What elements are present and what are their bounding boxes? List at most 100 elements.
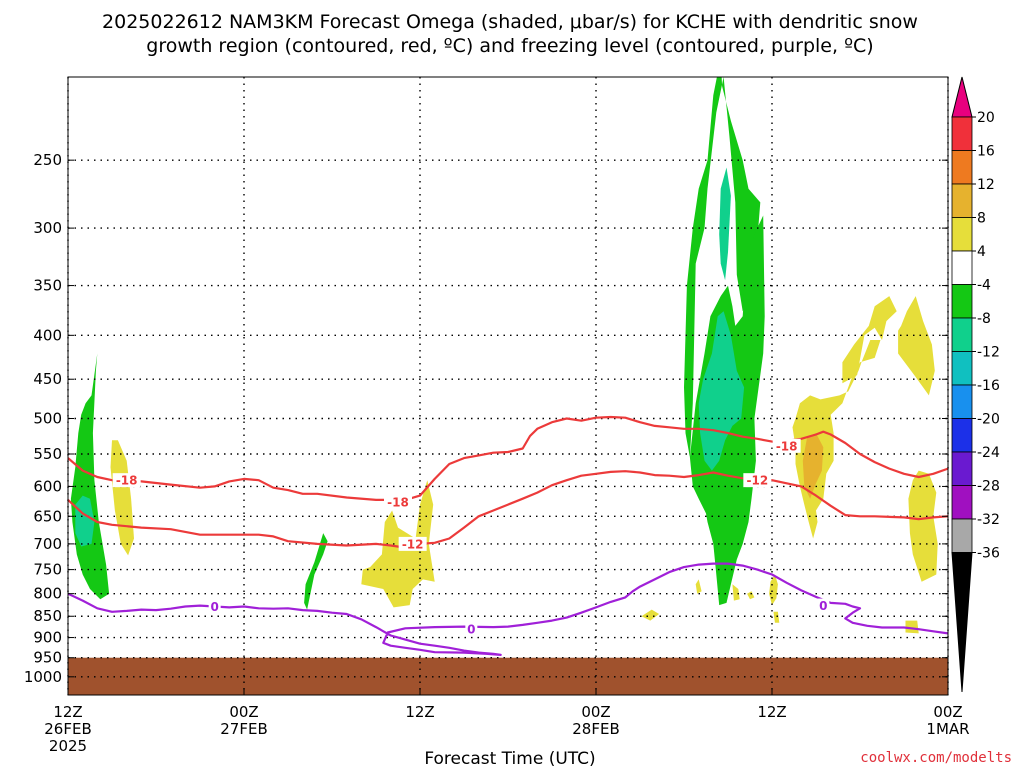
y-tick-label-800: 800 bbox=[33, 585, 62, 603]
contour-label--18-2: -18 bbox=[776, 439, 798, 453]
omega-region-5 bbox=[641, 609, 660, 621]
y-tick-label-550: 550 bbox=[33, 445, 62, 463]
omega-region-19 bbox=[908, 470, 938, 582]
chart-title-line-2: growth region (contoured, red, ºC) and f… bbox=[146, 35, 873, 57]
plot-background bbox=[68, 77, 948, 695]
contour-line-0 bbox=[68, 562, 948, 656]
colorbar-box-8 bbox=[951, 384, 973, 419]
colorbar-label-12: -32 bbox=[977, 512, 1000, 528]
y-tick-label-950: 950 bbox=[33, 649, 62, 667]
x-tick-label-0-2: 2025 bbox=[49, 737, 87, 755]
colorbar-box-11 bbox=[951, 485, 973, 520]
colorbar-box-12 bbox=[951, 518, 973, 553]
y-tick-label-1000: 1000 bbox=[24, 668, 62, 686]
colorbar-box-9 bbox=[951, 418, 973, 453]
omega-region-20 bbox=[905, 620, 919, 634]
omega-region-3 bbox=[304, 533, 328, 610]
colorbar-box-0 bbox=[951, 116, 973, 151]
contour-label-bg--18-2 bbox=[772, 438, 801, 453]
colorbar-label-7: -12 bbox=[977, 345, 1000, 361]
x-tick-label-0-0: 12Z bbox=[53, 703, 82, 721]
contour-label-bg--12-0 bbox=[398, 536, 427, 551]
y-tick-label-300: 300 bbox=[33, 219, 62, 237]
colorbar-label-8: -16 bbox=[977, 378, 1000, 394]
colorbar-label-0: 20 bbox=[977, 110, 995, 126]
contour-line--18 bbox=[68, 415, 948, 501]
omega-region-6 bbox=[684, 77, 761, 458]
contour-label--12-1: -12 bbox=[746, 474, 768, 488]
contour-label--18-0: -18 bbox=[116, 474, 138, 488]
x-tick-label-36-0: 00Z bbox=[581, 703, 610, 721]
omega-region-4 bbox=[361, 480, 435, 608]
omega-region-18 bbox=[898, 296, 935, 396]
y-tick-label-250: 250 bbox=[33, 151, 62, 169]
x-tick-label-48-0: 12Z bbox=[757, 703, 786, 721]
plot-frame bbox=[67, 76, 949, 696]
colorbar-box-1 bbox=[951, 150, 973, 185]
x-tick-label-36-1: 28FEB bbox=[572, 720, 619, 738]
colorbar-label-10: -24 bbox=[977, 445, 1000, 461]
y-tick-label-450: 450 bbox=[33, 370, 62, 388]
colorbar-label-3: 8 bbox=[977, 211, 986, 227]
contour-label-0-1: 0 bbox=[467, 623, 475, 637]
y-tick-label-750: 750 bbox=[33, 561, 62, 579]
y-tick-label-900: 900 bbox=[33, 629, 62, 647]
contour-label-bg--12-1 bbox=[743, 473, 772, 488]
colorbar-label-6: -8 bbox=[977, 311, 991, 327]
colorbar-box-5 bbox=[951, 284, 973, 319]
contour-label-0-2: 0 bbox=[819, 599, 827, 613]
y-axis: 250 300 350 400 450 500 550 600 650 700 750 800 850 9… bbox=[24, 151, 948, 686]
chart-title-line-1: 2025022612 NAM3KM Forecast Omega (shaded… bbox=[102, 11, 918, 33]
omega-region-9 bbox=[719, 167, 731, 281]
omega-region-12 bbox=[747, 591, 755, 600]
colorbar: 20 16 12 8 4 -4 -8 -12 -16 -20 -24 -28 -32 -36 bbox=[951, 76, 1000, 693]
colorbar-label-9: -20 bbox=[977, 412, 1000, 428]
contour-label--18-1: -18 bbox=[387, 496, 409, 510]
x-tick-label-12-1: 27FEB bbox=[220, 720, 267, 738]
colorbar-bottom-triangle bbox=[951, 552, 973, 693]
y-tick-label-600: 600 bbox=[33, 477, 62, 495]
colorbar-label-4: 4 bbox=[977, 244, 986, 260]
x-tick-label-24-0: 12Z bbox=[405, 703, 434, 721]
omega-region-16 bbox=[842, 296, 897, 384]
colorbar-box-2 bbox=[951, 183, 973, 218]
credit-text: coolwx.com/modelts bbox=[860, 750, 1012, 766]
contour-label-bg-0-0 bbox=[208, 599, 221, 614]
colorbar-label-2: 12 bbox=[977, 177, 995, 193]
y-tick-label-350: 350 bbox=[33, 277, 62, 295]
contour-label-bg--18-0 bbox=[112, 473, 141, 488]
colorbar-label-13: -36 bbox=[977, 546, 1000, 562]
colorbar-box-3 bbox=[951, 217, 973, 252]
colorbar-label-11: -28 bbox=[977, 479, 1000, 495]
colorbar-box-6 bbox=[951, 317, 973, 352]
colorbar-box-7 bbox=[951, 351, 973, 386]
contour-line--12 bbox=[68, 470, 948, 549]
y-tick-label-400: 400 bbox=[33, 326, 62, 344]
y-tick-label-850: 850 bbox=[33, 607, 62, 625]
x-tick-label-60-0: 00Z bbox=[933, 703, 962, 721]
y-tick-label-650: 650 bbox=[33, 507, 62, 525]
contour-label-0-0: 0 bbox=[210, 600, 218, 614]
x-tick-label-12-0: 00Z bbox=[229, 703, 258, 721]
colorbar-label-5: -4 bbox=[977, 278, 991, 294]
omega-region-1 bbox=[75, 495, 95, 547]
colorbar-top-triangle bbox=[951, 76, 973, 118]
contour-label-bg-0-1 bbox=[465, 622, 478, 637]
contour-label-bg-0-2 bbox=[817, 598, 830, 613]
terrain-fill bbox=[68, 657, 948, 695]
y-tick-label-500: 500 bbox=[33, 409, 62, 427]
omega-region-11 bbox=[732, 584, 740, 601]
x-axis-label: Forecast Time (UTC) bbox=[424, 749, 595, 768]
omega-region-17 bbox=[802, 433, 824, 499]
omega-shading bbox=[70, 77, 938, 634]
y-tick-label-700: 700 bbox=[33, 535, 62, 553]
contours: -18 -18 -18 -12 -12 0 0 0 bbox=[68, 415, 948, 656]
contour-label-bg--18-1 bbox=[384, 495, 412, 510]
omega-region-14 bbox=[773, 611, 780, 623]
x-tick-label-0-1: 26FEB bbox=[44, 720, 91, 738]
colorbar-box-10 bbox=[951, 451, 973, 486]
colorbar-label-1: 16 bbox=[977, 144, 995, 160]
omega-region-10 bbox=[695, 579, 702, 594]
